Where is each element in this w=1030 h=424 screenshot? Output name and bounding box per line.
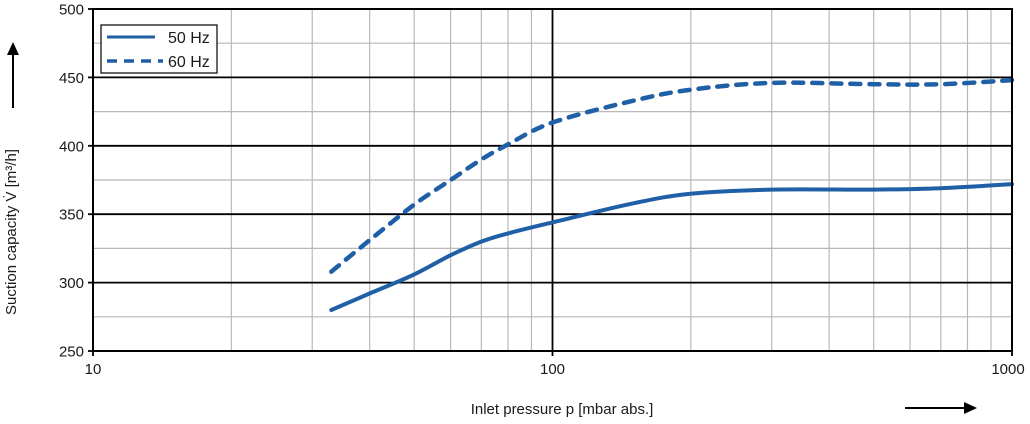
x-tick-label: 1000 — [991, 361, 1024, 378]
legend-label-50hz: 50 Hz — [168, 30, 210, 47]
y-tick-label: 300 — [59, 275, 84, 292]
y-axis-label: Suction capacity V̇ [m³/h] — [3, 149, 20, 315]
x-axis-arrow-icon — [905, 402, 977, 414]
y-axis-arrow-icon — [7, 42, 19, 108]
y-tick-label: 450 — [59, 70, 84, 87]
y-axis-ticks: 250 300 350 400 450 500 — [59, 2, 93, 361]
y-tick-label: 500 — [59, 2, 84, 19]
legend-box — [100, 24, 218, 74]
x-axis-label: Inlet pressure p [mbar abs.] — [471, 401, 654, 418]
legend: 50 Hz 60 Hz — [100, 24, 218, 74]
y-tick-label: 350 — [59, 207, 84, 224]
y-tick-label: 250 — [59, 344, 84, 361]
series-line-50hz — [329, 182, 1014, 312]
legend-label-60hz: 60 Hz — [168, 54, 210, 71]
data-series — [329, 77, 1015, 312]
series-line-60hz — [329, 77, 1015, 274]
x-tick-label: 100 — [540, 361, 565, 378]
x-axis-ticks: 10 100 1000 — [85, 351, 1025, 378]
x-tick-label: 10 — [85, 361, 102, 378]
y-tick-label: 400 — [59, 138, 84, 155]
